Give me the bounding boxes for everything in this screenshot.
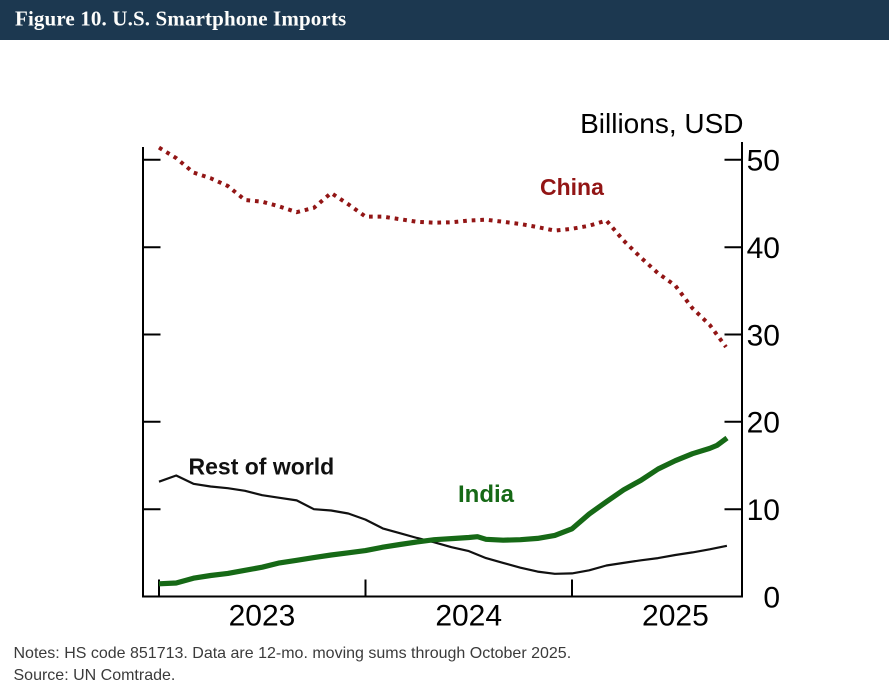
svg-text:Billions, USD: Billions, USD (580, 108, 743, 139)
svg-text:Rest of world: Rest of world (189, 454, 335, 480)
svg-text:India: India (458, 481, 515, 508)
svg-text:2025: 2025 (642, 600, 709, 633)
svg-text:10: 10 (747, 494, 780, 527)
svg-text:2024: 2024 (435, 600, 502, 633)
svg-text:2023: 2023 (229, 600, 296, 633)
svg-text:50: 50 (747, 145, 780, 178)
svg-text:30: 30 (747, 319, 780, 352)
svg-text:China: China (540, 174, 604, 200)
svg-text:Source: UN Comtrade.: Source: UN Comtrade. (14, 667, 176, 684)
svg-text:Notes: HS code 851713. Data ar: Notes: HS code 851713. Data are 12-mo. m… (14, 645, 572, 662)
svg-text:0: 0 (763, 581, 780, 614)
svg-text:40: 40 (747, 232, 780, 265)
svg-text:20: 20 (747, 407, 780, 440)
svg-text:Figure 10. U.S. Smartphone Imp: Figure 10. U.S. Smartphone Imports (15, 6, 346, 30)
